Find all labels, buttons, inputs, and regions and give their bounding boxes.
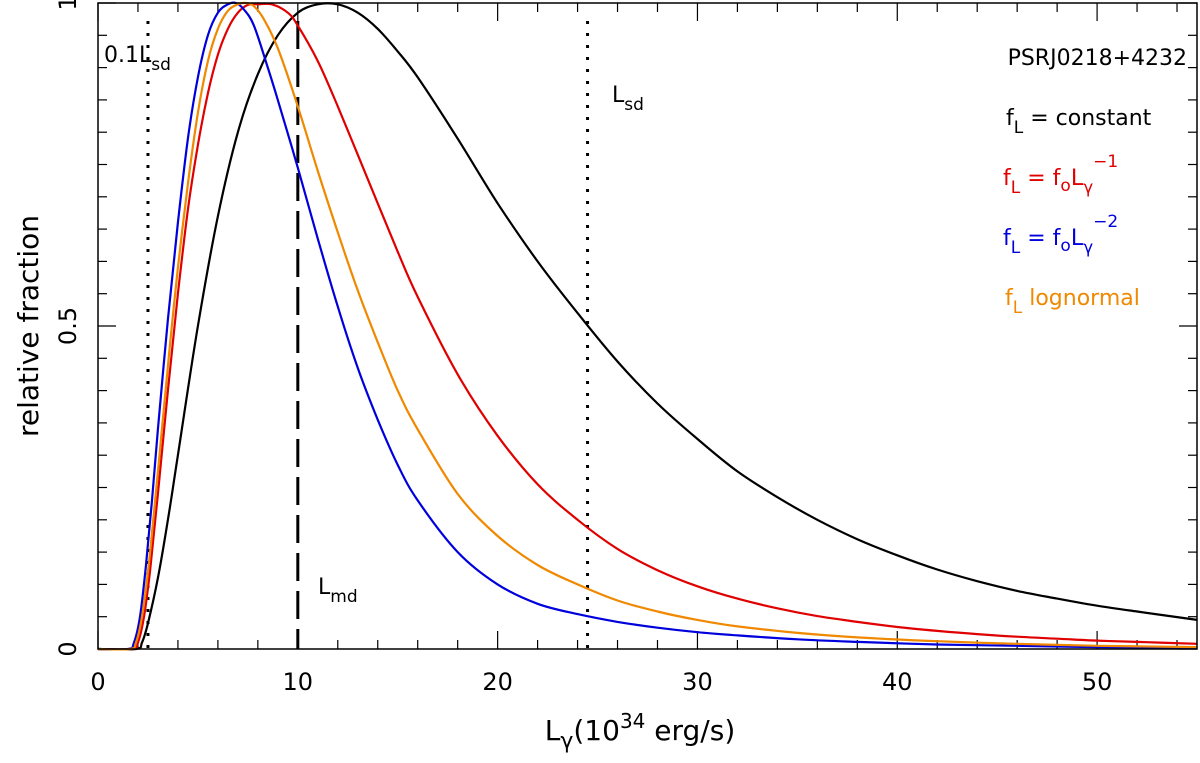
tick-marks bbox=[97, 2, 1197, 650]
chart-title: PSRJ0218+4232 bbox=[1008, 46, 1187, 71]
vline-label-main: L bbox=[612, 83, 625, 108]
x-tick-label: 0 bbox=[90, 668, 105, 696]
x-axis-title-sub: γ bbox=[560, 729, 573, 754]
vline-label-sub: sd bbox=[151, 55, 171, 75]
series-line-3 bbox=[97, 1, 1198, 651]
tick-labels: 0 10 20 30 40 50 0 0.5 1 bbox=[54, 0, 1112, 696]
legend-f-sub: L bbox=[1014, 118, 1024, 138]
x-tick-label: 40 bbox=[882, 668, 913, 696]
vline-label-sub: md bbox=[330, 587, 357, 607]
legend-gamma-sub: γ bbox=[1083, 238, 1093, 258]
vline-label-Lmd: Lmd bbox=[318, 575, 358, 607]
x-axis-title-sup: 34 bbox=[620, 709, 645, 733]
y-axis-title: relative fraction bbox=[12, 215, 45, 437]
x-tick-label: 50 bbox=[1082, 668, 1113, 696]
legend-exponent: −2 bbox=[1093, 212, 1118, 232]
legend-f: f bbox=[1003, 226, 1012, 251]
vline-label-sub: sd bbox=[624, 95, 644, 115]
legend-L: L bbox=[1071, 166, 1084, 191]
series-lines bbox=[97, 1, 1198, 651]
x-tick-label: 30 bbox=[682, 668, 713, 696]
legend-eq: lognormal bbox=[1022, 286, 1140, 311]
x-axis-title-main: L bbox=[545, 714, 561, 747]
series-line-2 bbox=[97, 1, 1198, 651]
legend-f: f bbox=[1003, 166, 1012, 191]
x-tick-label: 10 bbox=[283, 668, 314, 696]
y-tick-label: 1 bbox=[54, 0, 82, 11]
x-axis-title-pre: (10 bbox=[573, 714, 620, 747]
legend-entry-0: fL = constant bbox=[1006, 106, 1152, 138]
series-line-0 bbox=[97, 2, 1198, 651]
legend-eq: = f bbox=[1020, 166, 1061, 191]
legend-gamma-sub: γ bbox=[1083, 178, 1093, 198]
legend-entry-1: fL = foLγ−1 bbox=[1003, 152, 1118, 198]
vline-label-main: 0.1L bbox=[104, 43, 152, 68]
legend-eq: = f bbox=[1020, 226, 1061, 251]
x-axis-title-post: erg/s) bbox=[645, 714, 735, 747]
legend-eq: = constant bbox=[1023, 106, 1151, 131]
x-axis-title: Lγ(1034 erg/s) bbox=[545, 709, 736, 754]
legend-f-sub: L bbox=[1011, 238, 1021, 258]
legend-entry-2: fL = foLγ−2 bbox=[1003, 212, 1118, 258]
legend-f-sub: L bbox=[1013, 298, 1023, 318]
vline-label-Lsd: Lsd bbox=[612, 83, 644, 115]
legend-o-sub: o bbox=[1060, 236, 1070, 256]
vline-label-0.1Lsd: 0.1Lsd bbox=[104, 43, 171, 75]
legend-f: f bbox=[1005, 286, 1014, 311]
legend-f-sub: L bbox=[1011, 178, 1021, 198]
legend-exponent: −1 bbox=[1093, 152, 1118, 172]
y-tick-label: 0.5 bbox=[54, 307, 82, 345]
x-tick-label: 20 bbox=[482, 668, 513, 696]
legend-entry-3: fL lognormal bbox=[1005, 286, 1140, 318]
y-tick-label: 0 bbox=[54, 641, 82, 656]
legend-f: f bbox=[1006, 106, 1015, 131]
plot-frame bbox=[97, 2, 1198, 650]
vline-label-main: L bbox=[318, 575, 331, 600]
legend-o-sub: o bbox=[1060, 176, 1070, 196]
series-line-1 bbox=[97, 2, 1198, 651]
legend-L: L bbox=[1071, 226, 1084, 251]
